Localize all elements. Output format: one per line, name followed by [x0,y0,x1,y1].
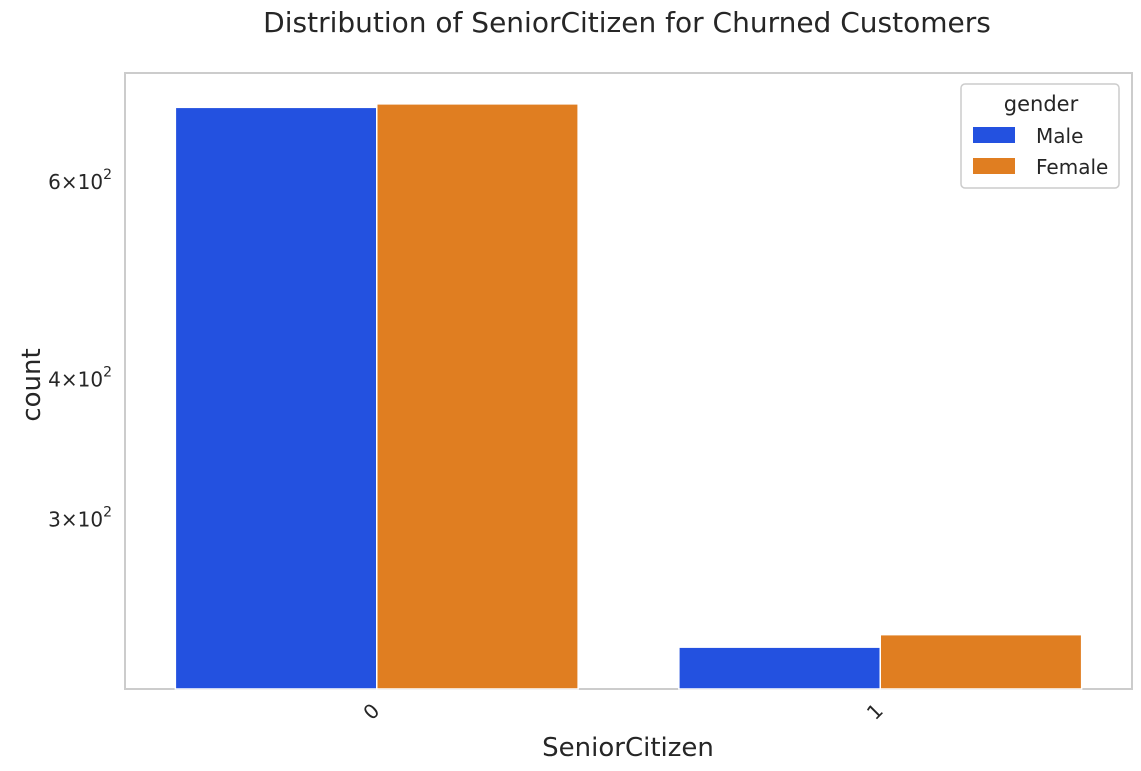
legend-swatch-male [973,127,1015,143]
legend-swatch-female [973,158,1015,174]
y-tick-exponent: 2 [103,167,112,183]
y-tick-mantissa: 6 [48,170,61,194]
y-tick-exponent: 2 [103,505,112,521]
y-tick-times: × [61,367,78,391]
y-tick-exponent: 2 [103,364,112,380]
bars-group [174,103,1083,690]
bar-male-0 [174,106,378,690]
bar-male-1 [678,646,881,690]
y-tick-times: × [61,170,78,194]
x-axis-label: SeniorCitizen [542,733,714,763]
y-tick-base: 10 [78,170,103,194]
y-tick-times: × [61,508,78,532]
y-tick-label: 4×102 [48,364,112,391]
x-tick-label-1: 1 [862,699,888,725]
y-tick-label: 3×102 [48,505,112,532]
legend-label-female: Female [1036,155,1108,179]
legend-title: gender [1004,92,1079,116]
y-tick-mantissa: 3 [48,508,61,532]
y-tick-base: 10 [78,367,103,391]
y-tick-base: 10 [78,508,103,532]
bar-female-0 [376,103,579,690]
legend-label-male: Male [1036,124,1083,148]
x-tick-label-0: 0 [358,699,384,725]
legend: gender Male Female [960,83,1120,189]
y-tick-label: 6×102 [48,167,112,194]
bar-female-1 [879,633,1083,690]
y-axis-label: count [17,348,47,421]
chart-title: Distribution of SeniorCitizen for Churne… [263,6,991,39]
y-tick-mantissa: 4 [48,367,61,391]
